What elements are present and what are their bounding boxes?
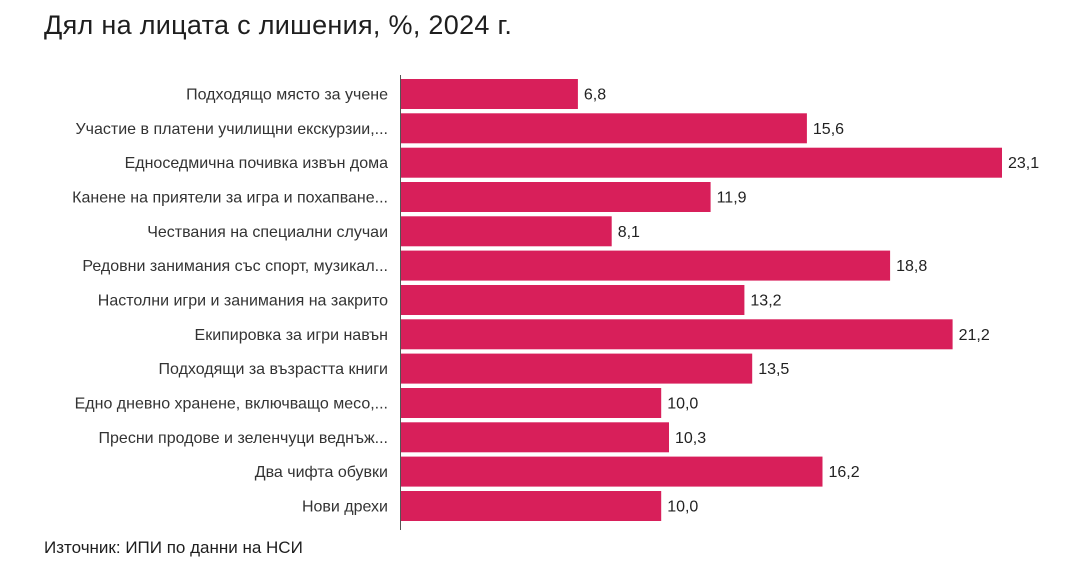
value-label: 15,6: [813, 121, 844, 138]
category-label: Едно дневно хранене, включващо месо,...: [75, 396, 388, 413]
value-label: 13,5: [758, 361, 789, 378]
value-label: 23,1: [1008, 155, 1039, 172]
category-label: Нови дрехи: [302, 499, 388, 516]
value-label: 8,1: [618, 224, 640, 241]
bar: [401, 319, 953, 350]
chart-title: Дял на лицата с лишения, %, 2024 г.: [44, 10, 513, 40]
value-label: 18,8: [896, 258, 927, 275]
value-label: 10,0: [667, 396, 698, 413]
category-label: Подходящо място за учене: [186, 87, 388, 104]
category-label: Екипировка за игри навън: [195, 327, 388, 344]
value-label: 11,9: [717, 190, 747, 207]
bar: [401, 216, 612, 247]
category-label: Пресни продове и зеленчуци веднъж...: [99, 430, 388, 447]
category-label: Участие в платени училищни екскурзии,...: [76, 121, 388, 138]
category-label: Два чифта обувки: [255, 464, 388, 481]
category-label: Настолни игри и занимания на закрито: [98, 293, 388, 310]
bar: [401, 388, 662, 418]
bar: [401, 182, 711, 212]
source-note: Източник: ИПИ по данни на НСИ: [44, 538, 303, 557]
bar: [401, 491, 662, 521]
category-labels: Подходящо място за учене Участие в платен…: [72, 87, 388, 516]
category-label: Канене на приятели за игра и похапване..…: [72, 190, 388, 207]
bar: [401, 79, 578, 109]
bars-layer: [401, 79, 1002, 521]
bar: [401, 285, 745, 315]
value-label: 21,2: [959, 327, 990, 344]
bar: [401, 422, 669, 453]
bar: [401, 456, 823, 487]
value-label: 10,0: [667, 499, 698, 516]
value-label: 13,2: [750, 293, 781, 310]
value-label: 10,3: [675, 430, 706, 447]
category-label: Подходящи за възрастта книги: [159, 361, 388, 378]
bar: [401, 113, 807, 144]
category-label: Редовни занимания със спорт, музикал...: [82, 258, 388, 275]
value-label: 6,8: [584, 87, 606, 104]
value-labels: 6,8 15,6 23,1 11,9 8,1 18,8 13,2 21,2 13,5 10,0 10…: [584, 87, 1039, 516]
bar: [401, 353, 753, 384]
value-label: 16,2: [829, 464, 860, 481]
bar: [401, 250, 891, 281]
category-label: Чествания на специални случаи: [147, 224, 388, 241]
category-label: Едноседмична почивка извън дома: [125, 155, 389, 172]
bar: [401, 147, 1002, 178]
